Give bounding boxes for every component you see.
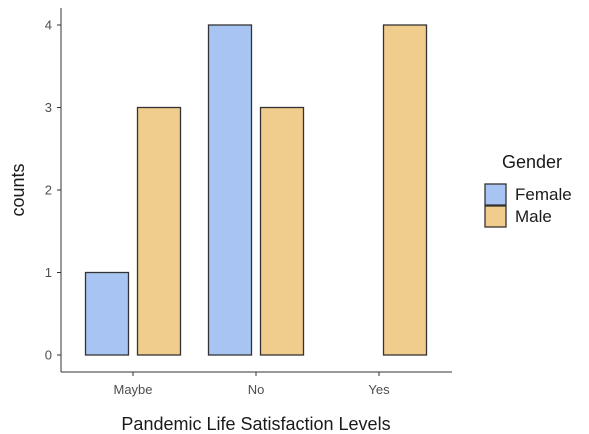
x-tick-label: Maybe [113,382,152,397]
legend-label-female: Female [515,185,572,204]
y-tick-label: 4 [45,18,52,33]
y-tick-label: 2 [45,183,52,198]
bar-female-no [207,24,253,356]
bar-female-maybe [84,271,130,356]
y-tick-label: 3 [45,100,52,115]
x-axis-title: Pandemic Life Satisfaction Levels [121,414,390,434]
y-tick-label: 1 [45,265,52,280]
y-tick-label: 0 [45,348,52,363]
bars-group [84,24,428,356]
bar-male-yes [382,24,428,356]
bar-male-maybe [136,106,182,356]
legend: Gender Female Male [484,152,572,228]
x-ticks: Maybe No Yes [113,372,390,397]
legend-key-female [484,183,507,206]
bar-male-no [259,106,305,356]
legend-key-male [484,205,507,228]
y-ticks: 0 1 2 3 4 [45,18,61,363]
y-axis-title: counts [8,163,28,216]
x-tick-label: Yes [368,382,390,397]
legend-label-male: Male [515,207,552,226]
x-tick-label: No [248,382,265,397]
legend-title: Gender [502,152,562,172]
